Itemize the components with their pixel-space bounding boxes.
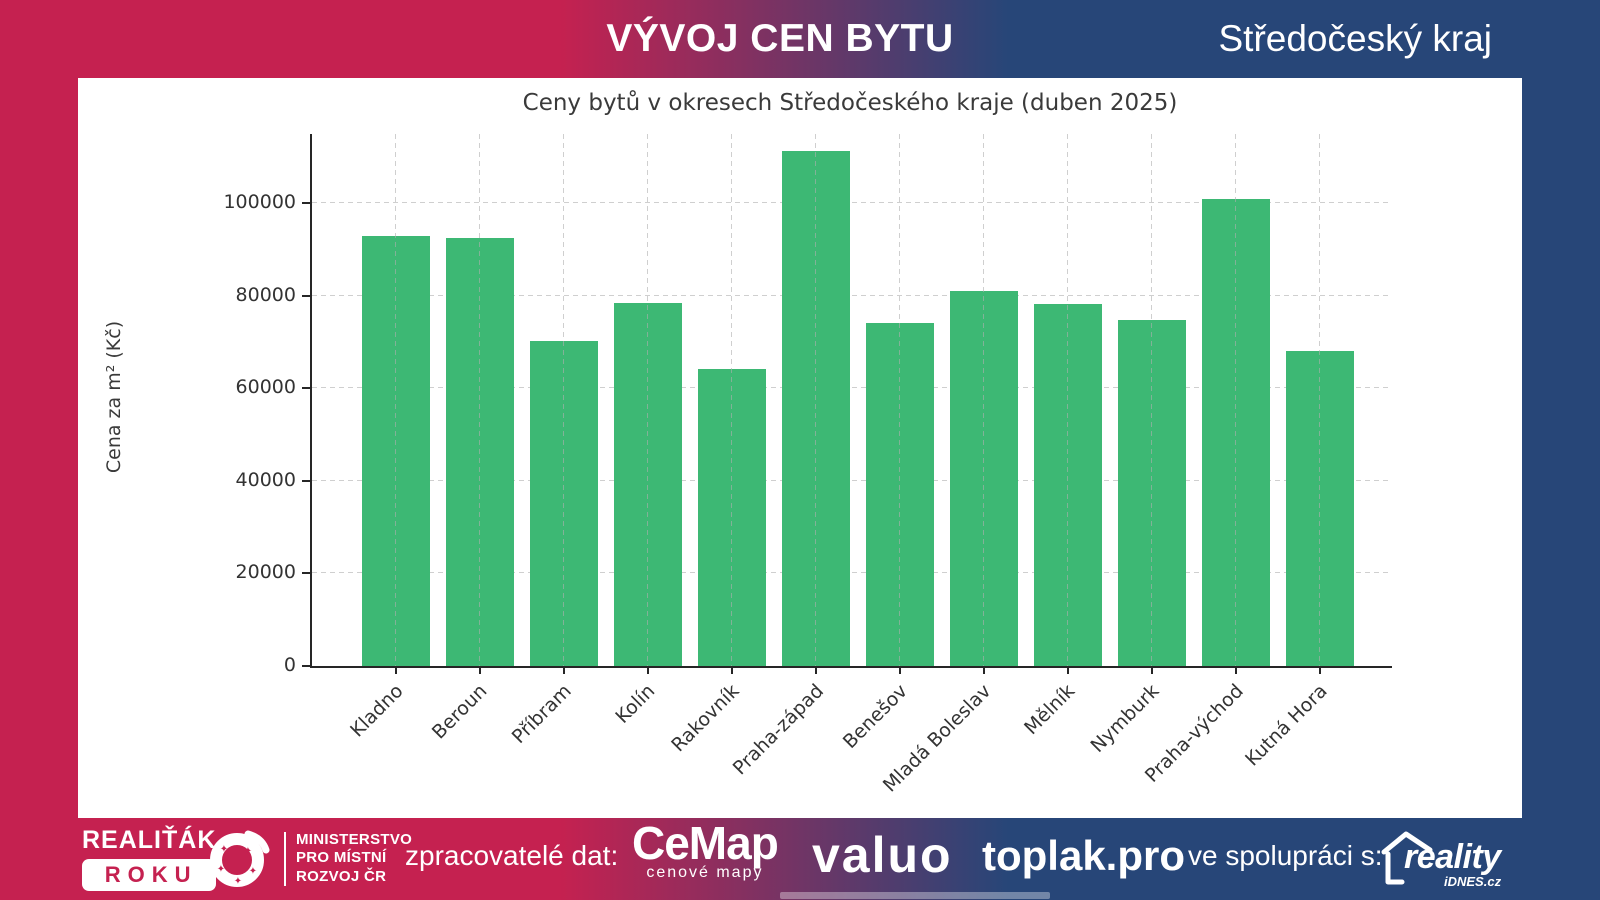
x-tick-mark bbox=[395, 666, 397, 674]
x-tick-mark bbox=[899, 666, 901, 674]
v-gridline bbox=[647, 134, 649, 666]
x-tick-label: Kolín bbox=[611, 680, 660, 728]
footer-band: REALIŤÁK ROKU ✦ ✦ ✦ ✦ ✦ MINISTERSTVO PRO… bbox=[0, 818, 1600, 900]
region-title: Středočeský kraj bbox=[1218, 18, 1493, 59]
y-tick-mark bbox=[302, 479, 310, 482]
v-gridline bbox=[479, 134, 481, 666]
x-tick-mark bbox=[1067, 666, 1069, 674]
x-tick-label: Rakovník bbox=[667, 680, 744, 757]
svg-text:✦: ✦ bbox=[217, 864, 225, 875]
realitak-roku-logo: REALIŤÁK ROKU bbox=[82, 826, 217, 891]
chart-panel: Ceny bytů v okresech Středočeského kraje… bbox=[78, 78, 1522, 818]
svg-text:✦: ✦ bbox=[220, 844, 228, 855]
y-tick-label: 40000 bbox=[235, 468, 296, 491]
v-gridline bbox=[563, 134, 565, 666]
reality-wordmark: reality bbox=[1404, 838, 1501, 876]
y-tick-mark bbox=[302, 665, 310, 667]
x-tick-mark bbox=[647, 666, 649, 674]
v-gridline bbox=[395, 134, 397, 666]
roku-badge: ROKU bbox=[82, 859, 217, 891]
x-tick-label: Mělník bbox=[1020, 680, 1080, 740]
idnes-subtitle: iDNES.cz bbox=[1444, 874, 1502, 889]
h-gridline bbox=[312, 387, 1392, 390]
x-tick-mark bbox=[563, 666, 565, 674]
y-tick-mark bbox=[302, 202, 310, 205]
y-axis-label: Cena za m² (Kč) bbox=[103, 320, 125, 474]
y-tick-mark bbox=[302, 387, 310, 390]
v-gridline bbox=[1235, 134, 1237, 666]
v-gridline bbox=[1319, 134, 1321, 666]
v-gridline bbox=[1067, 134, 1069, 666]
home-indicator-bar bbox=[780, 892, 1050, 899]
svg-text:✦: ✦ bbox=[244, 846, 252, 857]
y-tick-label: 60000 bbox=[235, 376, 296, 399]
realitak-label: REALIŤÁK bbox=[82, 826, 217, 854]
plot-area: 0 20000 40000 60000 80000 100000 Kladno Beroun P… bbox=[223, 134, 1392, 797]
x-tick-mark bbox=[1319, 666, 1321, 674]
footer-divider bbox=[284, 832, 286, 886]
svg-text:✦: ✦ bbox=[234, 876, 242, 887]
x-tick-mark bbox=[1235, 666, 1237, 674]
x-tick-label: Příbram bbox=[507, 680, 576, 749]
cemap-logo: CeMap cenové mapy bbox=[632, 817, 779, 882]
ministry-emblem-icon: ✦ ✦ ✦ ✦ ✦ bbox=[210, 830, 270, 887]
v-gridline bbox=[983, 134, 985, 666]
x-tick-mark bbox=[983, 666, 985, 674]
page-title: VÝVOJ CEN BYTU bbox=[606, 17, 954, 60]
svg-text:✦: ✦ bbox=[249, 866, 257, 877]
x-tick-mark bbox=[731, 666, 733, 674]
house-icon bbox=[1381, 831, 1433, 885]
x-tick-label: Beroun bbox=[428, 680, 492, 744]
v-gridline bbox=[815, 134, 817, 666]
chart-title: Ceny bytů v okresech Středočeského kraje… bbox=[522, 90, 1178, 116]
h-gridline bbox=[312, 572, 1392, 575]
x-tick-mark bbox=[815, 666, 817, 674]
y-tick-mark bbox=[302, 572, 310, 575]
h-gridline bbox=[312, 202, 1392, 205]
cemap-wordmark: CeMap bbox=[632, 817, 779, 869]
header-band: VÝVOJ CEN BYTU Středočeský kraj bbox=[0, 0, 1600, 78]
valuo-logo: valuo bbox=[812, 827, 953, 883]
y-tick-label: 100000 bbox=[223, 191, 296, 214]
x-tick-mark bbox=[1151, 666, 1153, 674]
x-tick-mark bbox=[479, 666, 481, 674]
data-providers-label: zpracovatelé dat: bbox=[405, 840, 619, 871]
x-tick-label: Benešov bbox=[838, 680, 912, 753]
h-gridline bbox=[312, 294, 1392, 297]
x-tick-label: Kladno bbox=[345, 680, 408, 742]
ministry-name: MINISTERSTVO PRO MÍSTNÍ ROZVOJ ČR bbox=[296, 831, 413, 885]
toplak-pro-logo: toplak.pro bbox=[982, 832, 1186, 879]
h-gridline bbox=[312, 479, 1392, 482]
v-gridline bbox=[1151, 134, 1153, 666]
y-tick-label: 20000 bbox=[235, 561, 296, 584]
x-tick-label: Nymburk bbox=[1086, 680, 1164, 757]
y-tick-label: 80000 bbox=[235, 283, 296, 306]
y-tick-label: 0 bbox=[283, 654, 296, 676]
v-gridline bbox=[731, 134, 733, 666]
y-tick-mark bbox=[302, 294, 310, 297]
x-tick-label: Kutná Hora bbox=[1240, 680, 1332, 771]
cemap-subtitle: cenové mapy bbox=[646, 864, 764, 881]
v-gridline bbox=[899, 134, 901, 666]
cooperation-label: ve spolupráci s: bbox=[1188, 840, 1383, 871]
